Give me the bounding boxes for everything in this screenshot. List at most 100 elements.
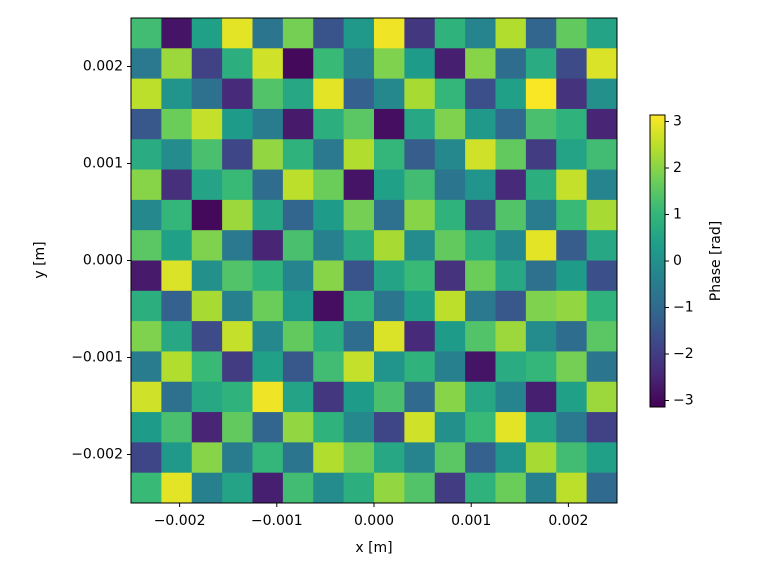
heatmap-cell — [404, 18, 436, 49]
y-tick-label: −0.002 — [71, 447, 123, 463]
heatmap-cell — [131, 321, 162, 352]
heatmap-cell — [222, 48, 253, 80]
heatmap-cell — [252, 199, 284, 231]
heatmap-cell — [465, 412, 496, 443]
heatmap-cell — [252, 290, 284, 322]
heatmap-cell — [525, 321, 557, 352]
heatmap-cell — [495, 381, 527, 413]
heatmap-cell — [586, 78, 618, 110]
heatmap-cell — [161, 230, 193, 261]
heatmap-cell — [313, 472, 345, 504]
heatmap-cell — [525, 108, 557, 140]
heatmap-cell — [191, 48, 223, 80]
heatmap-cell — [495, 260, 527, 292]
heatmap-cell — [161, 108, 193, 140]
heatmap-cell — [191, 351, 223, 383]
heatmap-cell — [252, 260, 284, 292]
heatmap-cell — [161, 321, 193, 352]
x-tick-label: −0.002 — [154, 513, 206, 529]
heatmap-cell — [556, 230, 588, 261]
heatmap-cell — [313, 78, 345, 110]
heatmap-cell — [131, 290, 162, 322]
heatmap-cell — [525, 290, 557, 322]
heatmap-cell — [343, 290, 375, 322]
heatmap-cell — [252, 169, 284, 201]
heatmap-cell — [495, 290, 527, 322]
heatmap-cell — [191, 169, 223, 201]
heatmap-cell — [404, 169, 436, 201]
heatmap-cell — [404, 139, 436, 171]
heatmap-cell — [374, 139, 405, 171]
heatmap-cell — [222, 139, 253, 171]
heatmap-cell — [556, 18, 588, 49]
heatmap-cell — [556, 48, 588, 80]
colorbar — [649, 114, 666, 408]
heatmap-cell — [434, 472, 466, 504]
heatmap-cell — [343, 321, 375, 352]
heatmap-cell — [191, 18, 223, 49]
heatmap-cell — [374, 321, 405, 352]
heatmap-cell — [282, 442, 314, 474]
heatmap-cell — [404, 381, 436, 413]
x-tick-label: −0.001 — [251, 513, 303, 529]
heatmap-cell — [556, 169, 588, 201]
heatmap-cell — [586, 472, 618, 504]
heatmap-cell — [434, 442, 466, 474]
heatmap-cell — [465, 351, 496, 383]
heatmap-cell — [252, 381, 284, 413]
y-tick-label: 0.002 — [83, 59, 123, 75]
heatmap-cell — [434, 18, 466, 49]
heatmap-cell — [495, 442, 527, 474]
heatmap-cell — [222, 260, 253, 292]
heatmap-cell — [191, 412, 223, 443]
heatmap-cell — [313, 230, 345, 261]
heatmap-cell — [161, 472, 193, 504]
heatmap-cell — [465, 260, 496, 292]
heatmap-cell — [556, 412, 588, 443]
heatmap-cell — [465, 381, 496, 413]
heatmap-cell — [131, 381, 162, 413]
heatmap-cell — [465, 48, 496, 80]
heatmap-cell — [252, 78, 284, 110]
heatmap-cell — [374, 48, 405, 80]
heatmap-cell — [252, 108, 284, 140]
heatmap-cell — [222, 472, 253, 504]
y-tick-label: 0.001 — [83, 156, 123, 172]
heatmap-cell — [525, 48, 557, 80]
heatmap-cell — [586, 321, 618, 352]
heatmap-cell — [343, 412, 375, 443]
heatmap-cell — [374, 442, 405, 474]
heatmap-cell — [525, 18, 557, 49]
colorbar-tick-label: 3 — [673, 114, 682, 130]
heatmap-cell — [191, 321, 223, 352]
heatmap-cell — [131, 78, 162, 110]
heatmap-cell — [434, 381, 466, 413]
heatmap-cell — [434, 199, 466, 231]
heatmap-cell — [191, 230, 223, 261]
heatmap-cell — [434, 290, 466, 322]
heatmap-cell — [282, 78, 314, 110]
heatmap-cell — [465, 321, 496, 352]
heatmap-cell — [131, 139, 162, 171]
heatmap-cell — [191, 442, 223, 474]
y-tick-label: 0.000 — [83, 253, 123, 269]
heatmap-cell — [495, 230, 527, 261]
heatmap-cell — [313, 169, 345, 201]
heatmap-cell — [525, 472, 557, 504]
heatmap-cell — [282, 139, 314, 171]
heatmap-cell — [586, 108, 618, 140]
heatmap-cell — [556, 351, 588, 383]
heatmap-cell — [434, 78, 466, 110]
heatmap-cell — [556, 321, 588, 352]
heatmap-cell — [374, 260, 405, 292]
heatmap-cell — [465, 108, 496, 140]
heatmap-cell — [525, 412, 557, 443]
heatmap-cell — [404, 442, 436, 474]
heatmap-cell — [191, 290, 223, 322]
heatmap-cell — [495, 472, 527, 504]
heatmap-cell — [374, 412, 405, 443]
heatmap-cell — [131, 230, 162, 261]
colorbar-tick-label: 2 — [673, 160, 682, 176]
heatmap-cell — [434, 321, 466, 352]
heatmap-cell — [586, 290, 618, 322]
